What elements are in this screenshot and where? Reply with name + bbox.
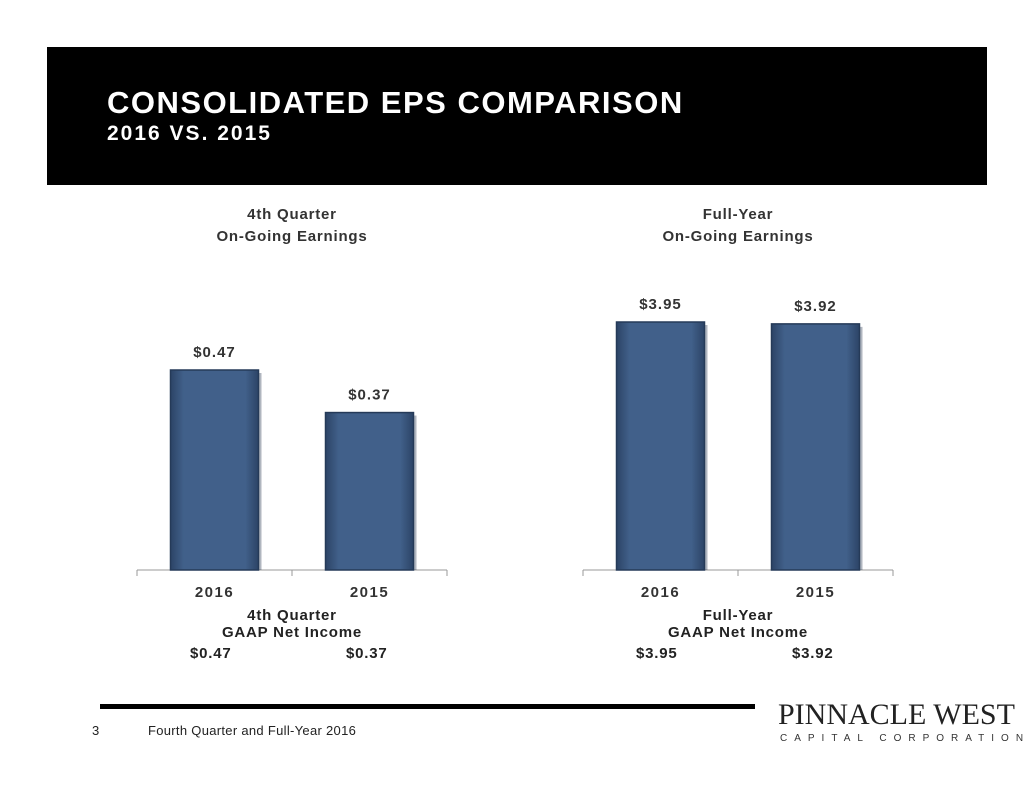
- gaap-value-fullyear-2015: $3.92: [792, 645, 834, 662]
- bar-value-label: $0.47: [193, 344, 236, 361]
- page-title: CONSOLIDATED EPS COMPARISON: [107, 85, 684, 120]
- bar-2015: [324, 411, 415, 571]
- logo-tagline: CAPITAL CORPORATION: [780, 733, 1031, 744]
- bar-2016: [169, 369, 260, 571]
- logo-name: PINNACLE WEST: [778, 698, 1015, 731]
- footer-divider: [100, 704, 755, 709]
- x-tick-label: 2015: [796, 584, 835, 601]
- company-logo: PINNACLE WEST CAPITAL CORPORATION: [778, 698, 1031, 748]
- page-number: 3: [92, 723, 100, 738]
- page-subtitle: 2016 VS. 2015: [107, 122, 272, 145]
- chart-title-line2: On-Going Earnings: [216, 228, 367, 245]
- bar-value-label: $3.92: [794, 298, 837, 315]
- gaap-value-fullyear-2016: $3.95: [636, 645, 678, 662]
- chart-title-line1: Full-Year: [703, 206, 774, 223]
- x-tick-label: 2016: [641, 584, 680, 601]
- bar-2016: [615, 321, 706, 571]
- chart-title-line1: 4th Quarter: [247, 206, 337, 223]
- gaap-value-quarter-2015: $0.37: [346, 645, 388, 662]
- header-banner: CONSOLIDATED EPS COMPARISON 2016 VS. 201…: [47, 47, 987, 185]
- gaap-label-fullyear: Full-Year GAAP Net Income: [667, 607, 809, 641]
- x-tick-label: 2016: [195, 584, 234, 601]
- footer-text: Fourth Quarter and Full-Year 2016: [148, 723, 357, 738]
- gaap-label-quarter: 4th Quarter GAAP Net Income: [221, 607, 363, 641]
- bar-value-label: $3.95: [639, 296, 682, 313]
- bar-2015: [770, 323, 861, 571]
- gaap-value-quarter-2016: $0.47: [190, 645, 232, 662]
- chart-title-line2: On-Going Earnings: [662, 228, 813, 245]
- bar-value-label: $0.37: [348, 387, 391, 404]
- x-tick-label: 2015: [350, 584, 389, 601]
